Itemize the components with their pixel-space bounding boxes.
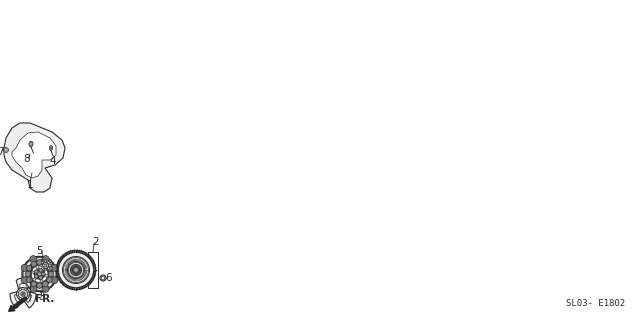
Circle shape xyxy=(37,272,42,276)
Circle shape xyxy=(30,256,37,263)
Circle shape xyxy=(36,283,42,288)
Circle shape xyxy=(40,265,42,267)
Ellipse shape xyxy=(50,147,52,149)
Text: 8: 8 xyxy=(24,154,30,164)
Ellipse shape xyxy=(35,279,40,282)
Ellipse shape xyxy=(30,143,32,145)
Circle shape xyxy=(56,251,95,290)
Circle shape xyxy=(25,271,31,277)
Circle shape xyxy=(42,285,49,292)
Circle shape xyxy=(23,258,56,291)
Circle shape xyxy=(51,277,58,284)
Circle shape xyxy=(43,262,49,268)
Circle shape xyxy=(100,275,106,281)
Circle shape xyxy=(31,281,36,287)
Circle shape xyxy=(73,268,79,272)
Circle shape xyxy=(42,281,48,287)
Circle shape xyxy=(35,270,38,274)
Ellipse shape xyxy=(38,266,44,269)
Polygon shape xyxy=(15,284,31,302)
Polygon shape xyxy=(4,123,65,192)
Circle shape xyxy=(17,293,19,295)
Circle shape xyxy=(45,260,47,262)
Circle shape xyxy=(49,265,51,267)
FancyArrow shape xyxy=(9,297,27,311)
Text: 1: 1 xyxy=(27,180,33,190)
Text: 4: 4 xyxy=(50,156,56,166)
Circle shape xyxy=(24,297,27,300)
Circle shape xyxy=(47,277,52,283)
Circle shape xyxy=(45,269,47,271)
Ellipse shape xyxy=(42,276,47,281)
Circle shape xyxy=(35,275,38,278)
Circle shape xyxy=(27,293,29,295)
Text: 5: 5 xyxy=(36,245,43,255)
Polygon shape xyxy=(12,132,56,178)
Ellipse shape xyxy=(33,267,37,271)
Circle shape xyxy=(18,289,28,299)
Circle shape xyxy=(39,268,43,272)
Circle shape xyxy=(27,265,33,271)
Circle shape xyxy=(35,269,45,279)
Ellipse shape xyxy=(29,141,33,147)
Circle shape xyxy=(48,261,50,263)
Circle shape xyxy=(51,264,58,271)
Circle shape xyxy=(36,260,42,265)
Circle shape xyxy=(40,260,51,271)
Circle shape xyxy=(31,261,36,267)
Circle shape xyxy=(42,261,48,267)
Circle shape xyxy=(3,148,8,153)
Circle shape xyxy=(19,288,22,291)
Circle shape xyxy=(42,256,49,263)
Circle shape xyxy=(31,265,49,283)
Circle shape xyxy=(42,261,43,263)
Circle shape xyxy=(19,297,22,300)
Text: 6: 6 xyxy=(105,273,112,283)
Circle shape xyxy=(63,258,88,283)
Text: 2: 2 xyxy=(93,237,99,247)
Circle shape xyxy=(63,257,89,284)
Ellipse shape xyxy=(31,273,35,278)
Circle shape xyxy=(5,149,7,151)
Circle shape xyxy=(68,262,84,278)
Text: FR.: FR. xyxy=(35,294,54,304)
Circle shape xyxy=(22,257,57,292)
Circle shape xyxy=(49,271,54,277)
Ellipse shape xyxy=(49,146,52,150)
Circle shape xyxy=(47,265,52,271)
Circle shape xyxy=(58,252,94,288)
Circle shape xyxy=(27,262,52,286)
Circle shape xyxy=(30,285,37,292)
Text: SL03- E1802: SL03- E1802 xyxy=(566,299,625,308)
Circle shape xyxy=(24,288,27,291)
Circle shape xyxy=(101,276,105,280)
Circle shape xyxy=(17,287,29,300)
Circle shape xyxy=(26,261,52,287)
Circle shape xyxy=(68,261,84,278)
Circle shape xyxy=(44,264,47,267)
Text: 7: 7 xyxy=(0,147,4,157)
Circle shape xyxy=(42,272,45,276)
Circle shape xyxy=(22,293,24,295)
Circle shape xyxy=(39,276,43,279)
Circle shape xyxy=(21,277,28,284)
Circle shape xyxy=(70,265,82,276)
Circle shape xyxy=(27,277,33,283)
Circle shape xyxy=(36,270,43,277)
Circle shape xyxy=(21,264,28,271)
Text: 3: 3 xyxy=(38,292,45,302)
Circle shape xyxy=(21,292,25,296)
Circle shape xyxy=(48,268,50,270)
Circle shape xyxy=(72,265,81,275)
Circle shape xyxy=(38,258,52,273)
Ellipse shape xyxy=(44,269,48,275)
Circle shape xyxy=(42,268,43,270)
Circle shape xyxy=(30,265,49,284)
Circle shape xyxy=(72,267,79,274)
Polygon shape xyxy=(10,278,36,308)
